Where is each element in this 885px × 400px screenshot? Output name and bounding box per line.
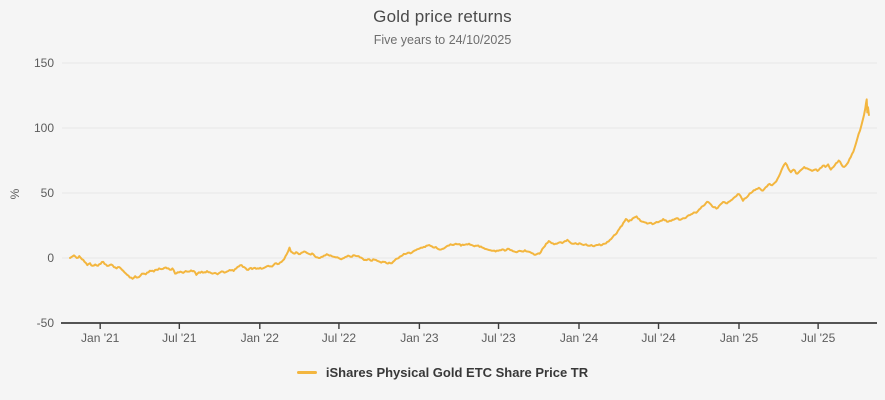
y-axis-unit-label: % <box>8 188 22 199</box>
chart-title: Gold price returns <box>373 7 512 26</box>
x-tick-label: Jan '25 <box>720 331 759 345</box>
legend-line-swatch <box>296 370 317 374</box>
y-tick-label: 100 <box>34 121 54 135</box>
x-tick-label: Jan '21 <box>81 331 120 345</box>
x-tick-label: Jan '22 <box>241 331 280 345</box>
x-tick-label: Jan '23 <box>400 331 439 345</box>
x-tick-label: Jan '24 <box>560 331 599 345</box>
legend-label: iShares Physical Gold ETC Share Price TR <box>325 364 589 380</box>
x-tick-label: Jul '22 <box>322 331 357 345</box>
y-tick-label: 0 <box>47 251 54 265</box>
x-tick-label: Jul '25 <box>801 331 836 345</box>
x-tick-label: Jul '24 <box>641 331 676 345</box>
legend-item-gold-etc[interactable]: iShares Physical Gold ETC Share Price TR <box>0 361 885 383</box>
y-tick-label: -50 <box>37 316 55 330</box>
y-tick-label: 150 <box>34 56 54 70</box>
y-tick-label: 50 <box>41 186 55 200</box>
x-tick-label: Jul '23 <box>481 331 516 345</box>
series-line-gold-etc <box>69 98 870 280</box>
x-tick-label: Jul '21 <box>162 331 197 345</box>
chart-subtitle: Five years to 24/10/2025 <box>373 33 512 47</box>
